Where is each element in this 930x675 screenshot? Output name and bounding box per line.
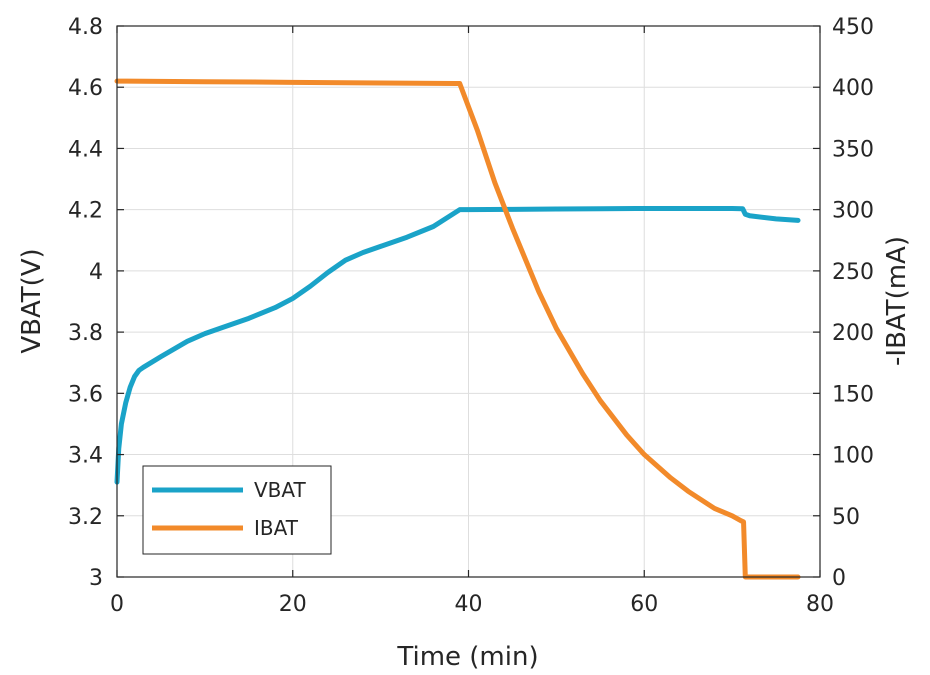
legend-label-vbat: VBAT (254, 478, 307, 502)
y-left-tick-label-2: 3.4 (68, 444, 103, 469)
y-right-tick-label-9: 450 (832, 15, 874, 40)
x-axis-title: Time (min) (396, 642, 538, 672)
y-right-tick-label-8: 400 (832, 76, 874, 101)
y-left-tick-label-8: 4.6 (68, 76, 103, 101)
y-left-tick-label-6: 4.2 (68, 199, 103, 224)
x-tick-label-3: 60 (630, 592, 658, 617)
y-right-tick-label-2: 100 (832, 444, 874, 469)
y-left-tick-label-3: 3.6 (68, 382, 103, 407)
y-right-tick-label-5: 250 (832, 260, 874, 285)
y-left-tick-label-4: 3.8 (68, 321, 103, 346)
legend-label-ibat: IBAT (254, 516, 299, 540)
y-axis-right-title: -IBAT(mA) (882, 236, 912, 366)
ticks: 0 20 40 60 80 3 3.2 3.4 3.6 3.8 4 4.2 4.4 4.6 4.8 0 50 10… (68, 15, 874, 617)
series-layer (114, 78, 801, 580)
series-line-ibat (114, 78, 801, 580)
y-left-tick-label-0: 3 (89, 566, 103, 591)
legend-box (142, 465, 332, 555)
x-tick-label-4: 80 (806, 592, 834, 617)
y-right-tick-label-7: 350 (832, 137, 874, 162)
y-right-tick-label-0: 0 (832, 566, 846, 591)
x-tick-label-1: 20 (279, 592, 307, 617)
y-right-tick-label-3: 150 (832, 382, 874, 407)
y-left-tick-label-1: 3.2 (68, 505, 103, 530)
y-right-tick-label-1: 50 (832, 505, 860, 530)
y-left-tick-label-7: 4.4 (68, 137, 103, 162)
y-axis-left-title: VBAT(V) (17, 248, 47, 353)
x-tick-label-2: 40 (455, 592, 483, 617)
legend: VBAT IBAT (142, 465, 332, 555)
y-right-tick-label-6: 300 (832, 199, 874, 224)
y-right-tick-label-4: 200 (832, 321, 874, 346)
y-left-tick-label-5: 4 (89, 260, 103, 285)
x-tick-label-0: 0 (110, 592, 124, 617)
y-left-tick-label-9: 4.8 (68, 15, 103, 40)
series-line-vbat (114, 205, 801, 485)
